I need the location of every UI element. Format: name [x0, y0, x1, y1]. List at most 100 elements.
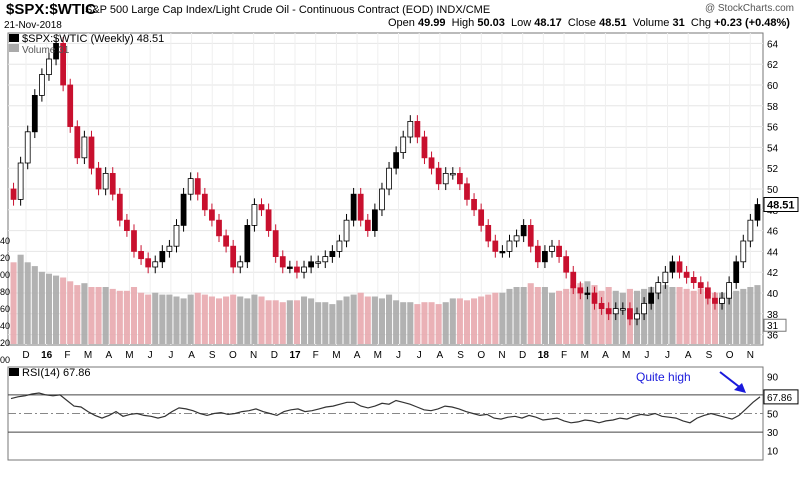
x-tick-label: D	[271, 350, 278, 361]
volume-bar	[648, 287, 655, 344]
volume-bar	[400, 302, 407, 344]
ohlc-readout: Open 49.99 High 50.03 Low 48.17 Close 48…	[388, 17, 790, 29]
volume-bar	[471, 298, 478, 344]
candle-body	[719, 297, 725, 304]
candle-body	[371, 209, 378, 232]
candle-body	[364, 219, 371, 231]
volume-bar	[31, 266, 38, 344]
candle-body	[506, 240, 513, 252]
candle-body	[584, 292, 591, 295]
candle-body	[81, 136, 88, 159]
x-tick-label: A	[602, 350, 609, 361]
close-value: 48.51	[599, 17, 627, 29]
candle-body	[60, 43, 67, 86]
volume-bar	[386, 294, 393, 344]
volume-bar	[492, 292, 499, 344]
x-tick-label: M	[332, 350, 340, 361]
high-value: 50.03	[477, 17, 505, 29]
candle-body	[662, 271, 669, 284]
volume-tag	[763, 318, 787, 332]
volume-bar	[740, 288, 747, 344]
candle-body	[726, 282, 732, 299]
volume-bar	[428, 302, 435, 344]
volume-bar	[329, 304, 336, 344]
volume-bar	[350, 294, 357, 344]
candle-body	[230, 245, 237, 268]
candle-body	[279, 256, 286, 268]
candle-body	[542, 250, 548, 263]
price-y-tick: 62	[767, 60, 779, 71]
volume-bar	[527, 283, 534, 344]
candle-body	[641, 302, 647, 315]
last-price-tag	[763, 196, 799, 212]
candle-body	[478, 209, 485, 226]
price-y-tick: 64	[767, 39, 779, 50]
candle-body	[655, 282, 662, 294]
volume-bar	[478, 296, 485, 344]
x-tick-label: M	[125, 350, 133, 361]
volume-bar	[619, 292, 626, 344]
candle-body	[591, 292, 598, 304]
candle-body	[223, 235, 229, 247]
volume-bar	[754, 285, 761, 344]
volume-bar	[123, 290, 130, 344]
volume-bar	[272, 300, 279, 344]
candle-body	[485, 224, 492, 242]
open-label: Open	[388, 17, 415, 29]
volume-bar	[711, 292, 718, 344]
volume-bar	[53, 275, 60, 344]
price-y-tick: 54	[767, 143, 779, 154]
candle-body	[251, 204, 258, 226]
volume-left-tick: 00	[0, 270, 10, 280]
x-tick-label: N	[747, 350, 754, 361]
volume-bar	[244, 298, 251, 344]
candle-body	[10, 188, 17, 200]
volume-bar	[584, 281, 591, 344]
price-y-tick: 58	[767, 102, 779, 113]
volume-bar	[67, 281, 74, 344]
x-tick-label: O	[477, 350, 485, 361]
volume-bar	[258, 296, 265, 344]
x-tick-label: F	[313, 350, 319, 361]
volume-bar	[499, 292, 506, 344]
volume-left-tick: 20	[0, 338, 10, 348]
x-tick-label: A	[105, 350, 112, 361]
volume-bar	[293, 300, 300, 344]
candle-body	[563, 256, 570, 273]
volume-bar	[130, 287, 138, 344]
candle-body	[669, 261, 676, 273]
candle-body	[400, 136, 407, 153]
volume-bar	[343, 296, 350, 344]
volume-bar	[520, 287, 527, 344]
candle-body	[46, 58, 52, 75]
candle-body	[180, 193, 187, 226]
price-y-tick: 60	[767, 81, 779, 92]
candle-body	[612, 308, 619, 315]
x-tick-label: D	[22, 350, 29, 361]
x-tick-label: M	[84, 350, 92, 361]
volume-bar	[541, 287, 548, 344]
candle-body	[138, 250, 144, 260]
close-label: Close	[567, 17, 597, 29]
candle-body	[697, 282, 704, 289]
volume-bar	[449, 298, 456, 344]
volume-bar	[286, 300, 293, 344]
candle-body	[173, 224, 180, 247]
volume-left-tick: 40	[0, 321, 10, 331]
volume-bar	[655, 285, 662, 344]
candle-body	[598, 302, 605, 309]
candle-body	[386, 167, 392, 190]
candle-body	[67, 84, 74, 127]
candle-body	[676, 261, 683, 273]
candle-body	[187, 178, 194, 195]
volume-bar	[513, 287, 520, 344]
candle-body	[605, 308, 612, 315]
volume-left-tick: 80	[0, 287, 10, 297]
chg-value: +0.23 (+0.48%)	[714, 17, 790, 29]
volume-bar	[556, 290, 563, 344]
volume-bar	[697, 288, 704, 344]
x-tick-label: M	[374, 350, 382, 361]
price-y-tick: 56	[767, 123, 779, 134]
volume-bar	[308, 298, 315, 344]
